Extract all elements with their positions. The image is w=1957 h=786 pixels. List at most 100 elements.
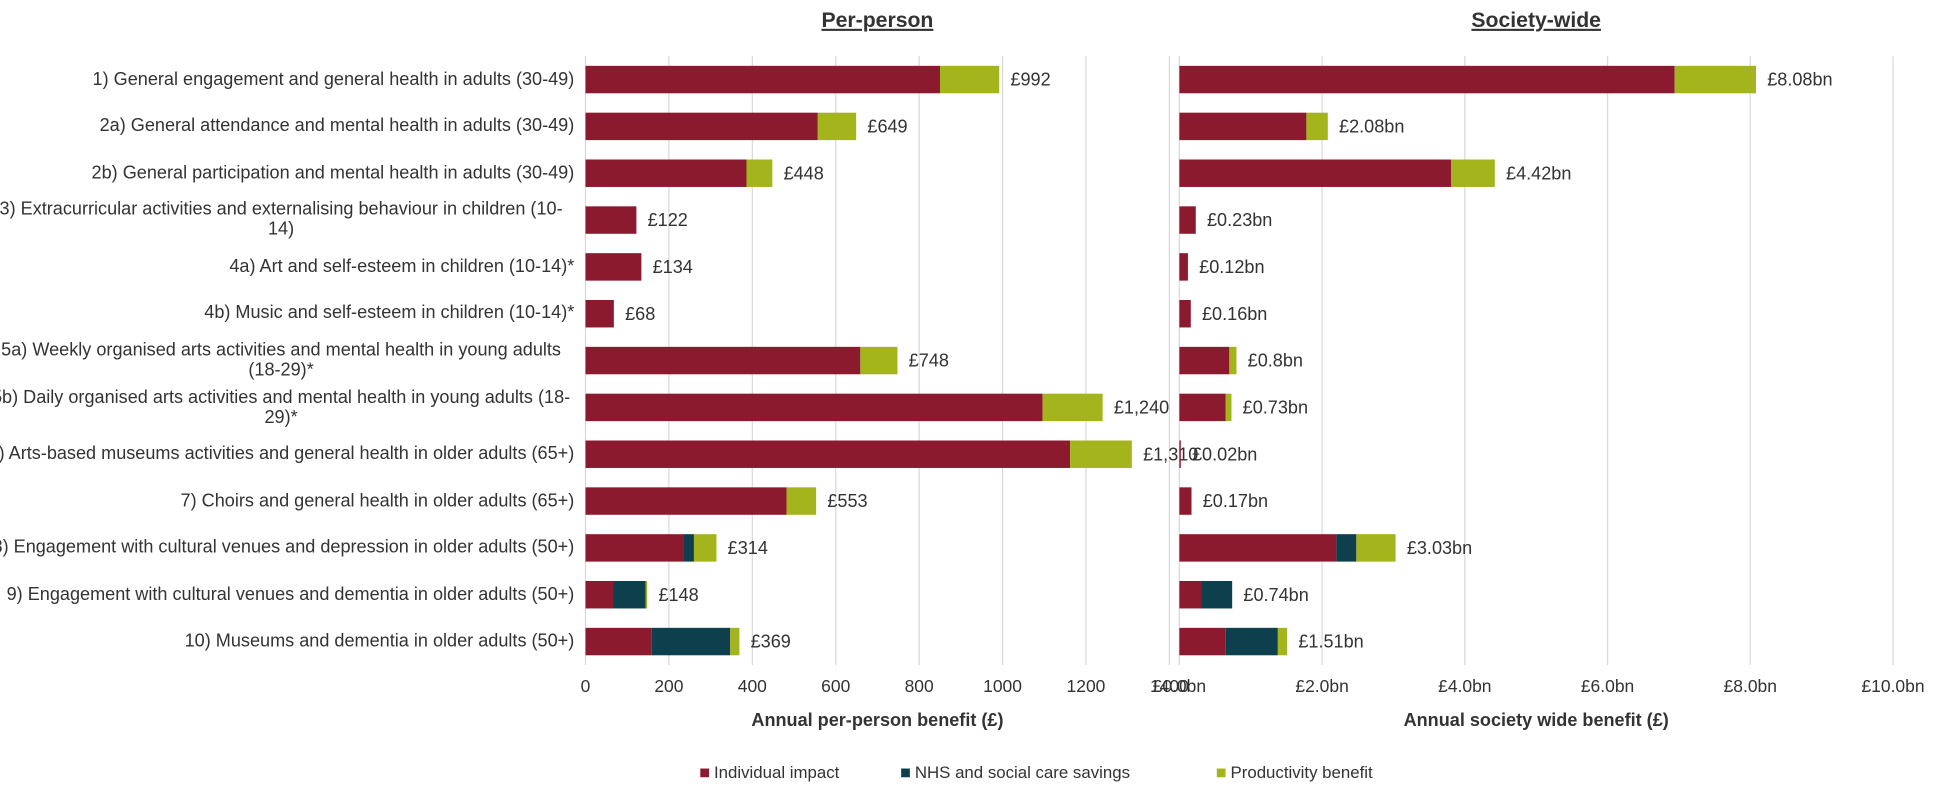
total-label: £2.08bn — [1339, 116, 1404, 136]
bar-segment — [585, 440, 1071, 468]
x-tick-label: £10.0bn — [1861, 676, 1924, 696]
category-label: 4a) Art and self-esteem in children (10-… — [0, 242, 574, 292]
bar-segment — [1179, 65, 1675, 94]
bar-segment — [585, 627, 652, 656]
category-text: 2a) General attendance and mental health… — [99, 116, 575, 137]
total-label: £0.02bn — [1192, 444, 1257, 464]
category-text: 6) Arts-based museums activities and gen… — [0, 444, 575, 465]
bar-segment — [1070, 440, 1132, 468]
bar-segment — [585, 487, 787, 515]
total-label: £0.12bn — [1199, 257, 1264, 277]
category-text: 3) Extracurricular activities and extern… — [0, 200, 563, 241]
x-tick-label: 800 — [905, 676, 934, 696]
bar-segment — [1336, 534, 1357, 562]
total-label: £992 — [1010, 70, 1050, 90]
category-text: 9) Engagement with cultural venues and d… — [6, 584, 575, 605]
bar-segment — [786, 487, 817, 515]
category-label-box: 8) Engagement with cultural venues and d… — [0, 523, 574, 573]
category-label-box: 2b) General participation and mental hea… — [91, 163, 575, 184]
bar-segment — [585, 206, 637, 234]
x-tick-label: 1000 — [983, 676, 1022, 696]
total-label: £1,310 — [1143, 444, 1198, 464]
bar-segment — [817, 112, 857, 141]
bar-segment — [1356, 534, 1396, 562]
total-label: £448 — [784, 163, 824, 183]
bar-segment — [1179, 300, 1191, 328]
legend-label: Productivity benefit — [1231, 763, 1374, 782]
bar-segment — [1179, 112, 1307, 141]
bar-segment — [585, 534, 684, 562]
category-label: 10) Museums and dementia in older adults… — [0, 617, 575, 667]
bar-segment — [693, 534, 717, 562]
category-label: 5b) Daily organised arts activities and … — [0, 382, 574, 432]
category-text: 4a) Art and self-esteem in children (10-… — [229, 256, 575, 277]
panel-title: Per-person — [822, 9, 934, 32]
bar-segment — [585, 159, 747, 187]
category-text: 8) Engagement with cultural venues and d… — [0, 537, 575, 558]
legend-swatch — [700, 768, 710, 778]
category-label-box: 4b) Music and self-esteem in children (1… — [204, 303, 575, 324]
category-text: 2b) General participation and mental hea… — [91, 163, 575, 184]
category-label-box: 4a) Art and self-esteem in children (10-… — [0, 242, 574, 292]
x-tick-label: 1200 — [1067, 676, 1106, 696]
category-text: 4b) Music and self-esteem in children (1… — [204, 303, 575, 324]
bar-segment — [1179, 206, 1196, 234]
bar-segment — [1674, 65, 1756, 94]
category-label-box: 5b) Daily organised arts activities and … — [0, 382, 574, 432]
total-label: £314 — [728, 538, 768, 558]
category-label-box: 10) Museums and dementia in older adults… — [0, 617, 575, 667]
bar-segment — [940, 65, 1000, 94]
total-label: £0.17bn — [1203, 491, 1268, 511]
category-text: 1) General engagement and general health… — [92, 69, 575, 90]
category-label-box: 1) General engagement and general health… — [0, 55, 575, 105]
total-label: £748 — [909, 351, 949, 371]
x-tick-label: £6.0bn — [1581, 676, 1634, 696]
category-label-box: 5a) Weekly organised arts activities and… — [0, 336, 574, 386]
bar-segment — [585, 581, 614, 609]
bar-segment — [1179, 581, 1202, 609]
x-tick-label: £8.0bn — [1724, 676, 1777, 696]
legend-label: NHS and social care savings — [915, 763, 1130, 782]
total-label: £0.74bn — [1243, 585, 1308, 605]
bar-segment — [585, 253, 642, 281]
bar-segment — [746, 159, 773, 187]
category-label: 9) Engagement with cultural venues and d… — [0, 570, 575, 620]
category-label: 8) Engagement with cultural venues and d… — [0, 523, 574, 573]
total-label: £1.51bn — [1298, 632, 1363, 652]
category-text: 10) Museums and dementia in older adults… — [184, 631, 575, 652]
category-text: 5b) Daily organised arts activities and … — [0, 387, 571, 428]
bar-segment — [1179, 487, 1192, 515]
total-label: £4.42bn — [1506, 163, 1571, 183]
category-label-box: 2a) General attendance and mental health… — [99, 116, 575, 137]
x-tick-label: 200 — [654, 676, 683, 696]
bar-segment — [585, 112, 818, 141]
bar-segment — [1179, 253, 1188, 281]
bar-segment — [585, 393, 1043, 422]
x-tick-label: 600 — [821, 676, 850, 696]
bar-segment — [860, 346, 898, 375]
bar-segment — [1179, 627, 1226, 656]
category-label: 5a) Weekly organised arts activities and… — [0, 336, 574, 386]
bar-segment — [1225, 393, 1232, 422]
total-label: £649 — [867, 116, 907, 136]
bar-segment — [1179, 159, 1452, 187]
bar-segment — [1229, 346, 1237, 375]
legend-swatch — [901, 768, 910, 778]
x-tick-label: £0.0bn — [1153, 676, 1206, 696]
bar-segment — [1306, 112, 1328, 141]
bar-segment — [1179, 440, 1181, 468]
x-axis-title: Annual society wide benefit (£) — [1404, 710, 1669, 730]
panel-title: Society-wide — [1471, 9, 1601, 32]
legend-swatch — [1216, 768, 1226, 778]
bar-segment — [1179, 346, 1230, 375]
category-label: 1) General engagement and general health… — [0, 55, 575, 105]
x-tick-label: 1400 — [1150, 676, 1189, 696]
x-axis-title: Annual per-person benefit (£) — [751, 710, 1003, 730]
category-label-box: 3) Extracurricular activities and extern… — [0, 200, 563, 241]
bar-segment — [1201, 581, 1233, 609]
bar-segment — [651, 627, 731, 656]
bar-segment — [683, 534, 694, 562]
total-label: £0.16bn — [1202, 304, 1267, 324]
